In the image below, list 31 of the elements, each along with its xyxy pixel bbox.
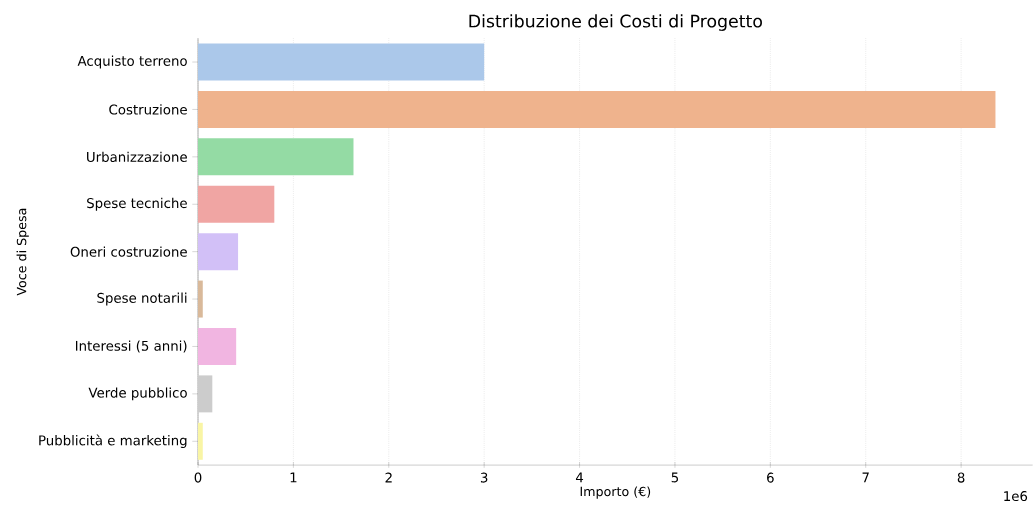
- y-tick-label: Verde pubblico: [88, 387, 187, 401]
- y-tick-label: Spese tecniche: [87, 197, 187, 211]
- y-tick-label: Oneri costruzione: [70, 246, 187, 257]
- x-tick-label: 4: [575, 472, 584, 483]
- y-axis-title: Voce di Spesa: [16, 208, 29, 296]
- x-tick-label: 5: [671, 472, 679, 483]
- bar: [198, 375, 213, 413]
- bar: [198, 138, 354, 176]
- y-tick-label: Pubblicità e marketing: [39, 434, 187, 449]
- x-tick-label: 1: [290, 472, 297, 483]
- y-tick-label: Acquisto terreno: [77, 55, 187, 69]
- bar: [198, 90, 996, 128]
- bar: [198, 43, 485, 81]
- x-tick-label: 6: [767, 472, 774, 483]
- text: 1e6: [1004, 491, 1028, 502]
- y-tick-label: Spese notarili: [97, 292, 187, 306]
- bar: [198, 233, 239, 271]
- x-tick-label: 3: [480, 472, 488, 483]
- x-tick-label: 2: [385, 472, 392, 483]
- bar: [198, 280, 203, 318]
- bar: [198, 185, 275, 223]
- chart-title: Distribuzione dei Costi di Progetto: [469, 14, 762, 31]
- x-tick-label: 0: [194, 472, 202, 483]
- x-tick-label: 7: [862, 472, 869, 483]
- y-tick-label: Costruzione: [109, 104, 187, 115]
- bar: [198, 422, 203, 460]
- y-tick-label: Urbanizzazione: [87, 151, 187, 163]
- y-tick-label: Interessi (5 anni): [75, 340, 187, 353]
- bar: [198, 327, 237, 365]
- x-tick-label: 8: [957, 472, 965, 483]
- x-axis-title: Importo (€): [580, 486, 651, 499]
